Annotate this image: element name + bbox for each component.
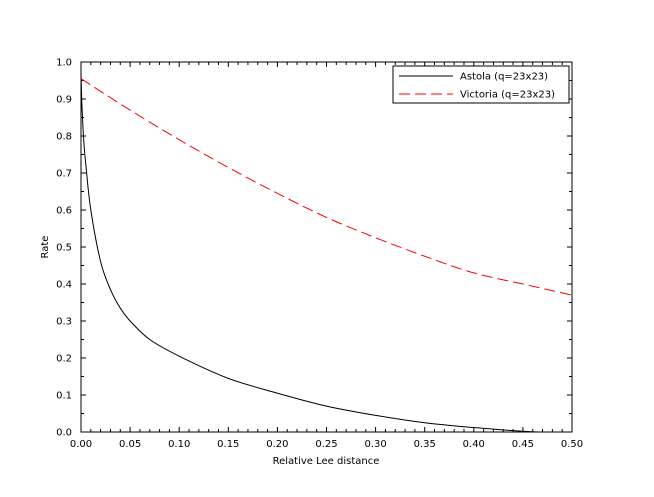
x-tick-label: 0.45 bbox=[512, 439, 534, 450]
x-tick-label: 0.15 bbox=[217, 439, 239, 450]
y-tick-label: 0.4 bbox=[56, 280, 72, 291]
y-axis-label: Rate bbox=[40, 236, 51, 259]
legend-box bbox=[392, 65, 570, 104]
y-tick-label: 0.7 bbox=[56, 169, 72, 180]
axis-ticks: 0.00 0.05 0.10 0.15 0.20 0.25 0.30 0.35 0.40 0.45… bbox=[56, 58, 583, 451]
x-tick-label: 0.00 bbox=[70, 439, 92, 450]
x-tick-label: 0.10 bbox=[168, 439, 190, 450]
y-tick-label: 0.0 bbox=[56, 428, 72, 439]
x-tick-label: 0.05 bbox=[119, 439, 141, 450]
x-tick-label: 0.30 bbox=[364, 439, 386, 450]
y-tick-label: 0.3 bbox=[56, 317, 72, 328]
y-tick-label: 0.9 bbox=[56, 95, 72, 106]
plot-area bbox=[80, 61, 573, 433]
legend-label-astola: Astola (q=23x23) bbox=[460, 72, 548, 83]
y-tick-label: 0.2 bbox=[56, 354, 72, 365]
x-tick-label: 0.20 bbox=[266, 439, 288, 450]
y-tick-label: 0.5 bbox=[56, 243, 72, 254]
x-tick-label: 0.25 bbox=[315, 439, 337, 450]
legend-label-victoria: Victoria (q=23x23) bbox=[460, 90, 555, 101]
y-tick-label: 0.6 bbox=[56, 206, 72, 217]
legend: Astola (q=23x23) Victoria (q=23x23) bbox=[392, 65, 570, 104]
y-tick-label: 0.1 bbox=[56, 391, 72, 402]
series-line-astola bbox=[80, 73, 573, 433]
x-axis-label: Relative Lee distance bbox=[273, 456, 380, 467]
series-lines bbox=[80, 73, 573, 433]
y-tick-label: 1.0 bbox=[56, 58, 72, 69]
x-tick-label: 0.40 bbox=[463, 439, 485, 450]
x-tick-label: 0.35 bbox=[414, 439, 436, 450]
series-line-victoria bbox=[80, 78, 573, 296]
y-tick-label: 0.8 bbox=[56, 132, 72, 143]
x-tick-label: 0.50 bbox=[561, 439, 583, 450]
